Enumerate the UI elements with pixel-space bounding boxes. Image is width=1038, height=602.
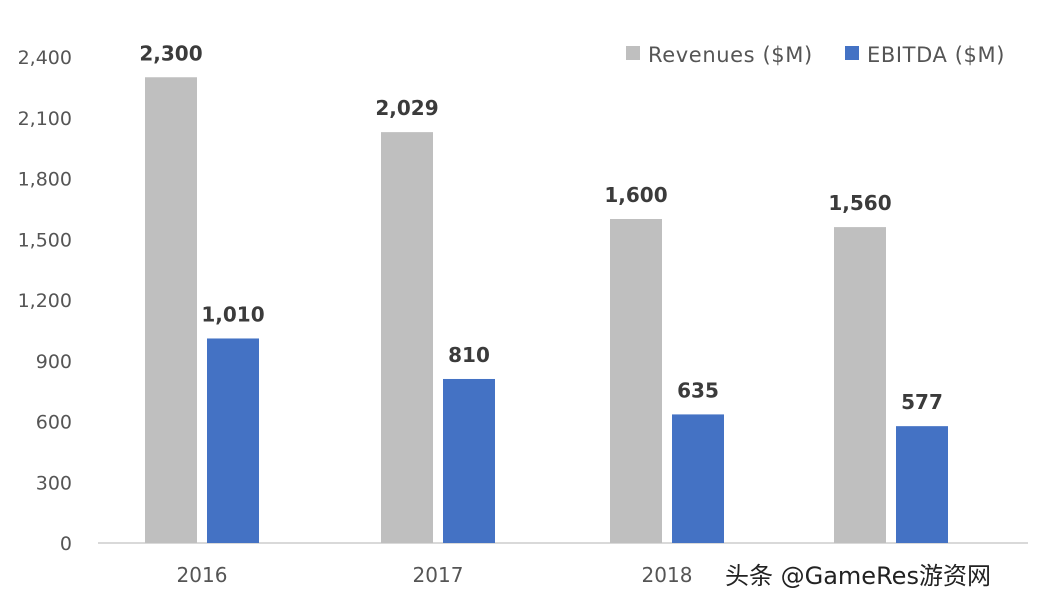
x-tick-label: 2016	[177, 563, 228, 587]
y-tick-label: 1,500	[18, 229, 72, 251]
bar-ebitda-2018	[672, 414, 724, 543]
y-tick-label: 2,400	[18, 47, 72, 69]
y-tick-label: 0	[60, 533, 72, 555]
x-axis-ticks: 2016 2017 2018	[177, 563, 693, 587]
bar-revenues-2017	[381, 132, 433, 543]
legend: Revenues ($M) EBITDA ($M)	[626, 43, 1005, 67]
y-tick-label: 1,200	[18, 290, 72, 312]
legend-swatch-revenues	[626, 46, 640, 60]
bar-ebitda-2017	[443, 378, 495, 543]
bar-revenues-2019	[834, 227, 886, 543]
x-tick-label: 2017	[413, 563, 464, 587]
bar-ebitda-2016	[207, 338, 259, 543]
bar-revenues-2018	[610, 219, 662, 543]
data-label-revenues-2017: 2,029	[375, 96, 438, 120]
x-tick-label: 2018	[642, 563, 693, 587]
y-tick-label: 300	[36, 472, 72, 494]
legend-label-ebitda: EBITDA ($M)	[867, 43, 1005, 67]
y-axis-ticks: 0 300 600 900 1,200 1,500 1,800 2,100 2,400	[18, 47, 72, 555]
data-label-revenues-2019: 1,560	[828, 191, 891, 215]
data-label-ebitda-2018: 635	[677, 378, 719, 402]
data-label-ebitda-2019: 577	[901, 390, 943, 414]
y-tick-label: 600	[36, 412, 72, 434]
legend-label-revenues: Revenues ($M)	[648, 43, 813, 67]
data-label-revenues-2016: 2,300	[139, 41, 202, 65]
y-tick-label: 1,800	[18, 169, 72, 191]
data-label-ebitda-2016: 1,010	[201, 302, 264, 326]
y-tick-label: 900	[36, 351, 72, 373]
bar-revenues-2016	[145, 77, 197, 543]
data-label-ebitda-2017: 810	[448, 343, 490, 367]
bar-ebitda-2019	[896, 426, 948, 543]
y-tick-label: 2,100	[18, 108, 72, 130]
data-label-revenues-2018: 1,600	[604, 183, 667, 207]
watermark: 头条 @GameRes游资网	[725, 562, 991, 590]
bars	[145, 77, 948, 543]
data-labels: 2,300 1,010 2,029 810 1,600 635 1,560 577	[139, 41, 943, 414]
legend-swatch-ebitda	[845, 46, 859, 60]
